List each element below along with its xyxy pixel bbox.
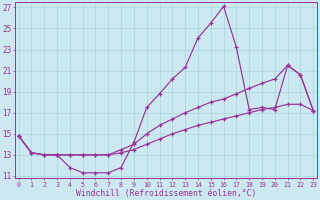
X-axis label: Windchill (Refroidissement éolien,°C): Windchill (Refroidissement éolien,°C) [76,189,256,198]
